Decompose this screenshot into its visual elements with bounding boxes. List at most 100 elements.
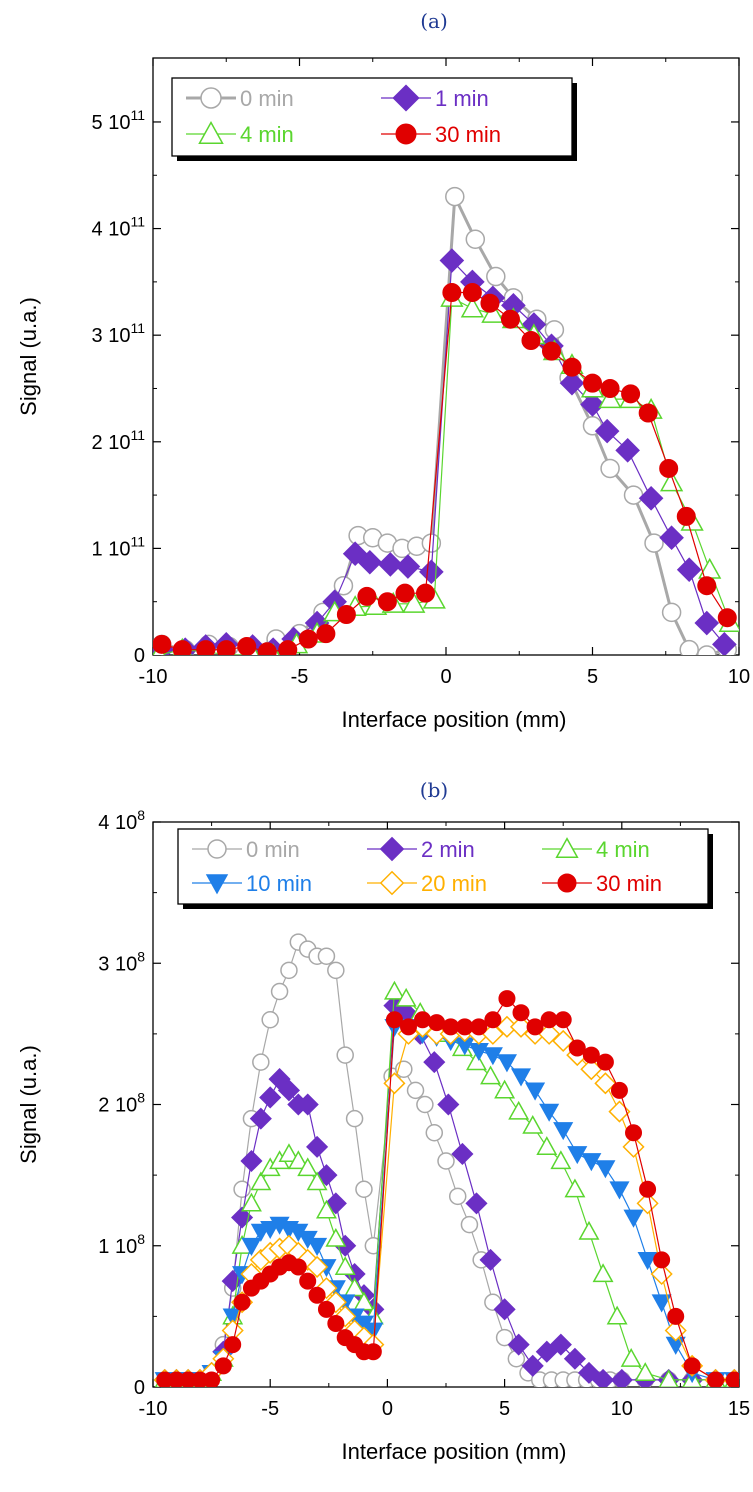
x-tick-label: 0 bbox=[382, 1398, 393, 1420]
y-tick-label: 3 108 bbox=[98, 948, 145, 975]
data-point bbox=[658, 1369, 679, 1387]
data-point bbox=[437, 1093, 460, 1116]
legend-item: 30 min bbox=[542, 871, 662, 896]
data-point bbox=[308, 1286, 326, 1304]
data-point bbox=[383, 980, 405, 1000]
data-point bbox=[676, 557, 702, 583]
data-point bbox=[224, 1336, 242, 1354]
data-point bbox=[581, 1153, 602, 1172]
data-point bbox=[544, 320, 565, 340]
legend-label: 1 min bbox=[435, 86, 489, 111]
legend-item: 0 min bbox=[186, 86, 294, 111]
data-point bbox=[639, 1180, 657, 1198]
data-point bbox=[296, 1093, 319, 1116]
data-point bbox=[289, 1258, 307, 1276]
data-point bbox=[385, 1011, 403, 1029]
data-point bbox=[306, 1255, 329, 1278]
data-point bbox=[437, 1152, 455, 1170]
data-point bbox=[683, 1357, 701, 1375]
y-axis-title: Signal (u.a.) bbox=[16, 1045, 41, 1164]
data-point bbox=[470, 1018, 488, 1036]
data-point bbox=[216, 640, 236, 655]
data-point bbox=[493, 1298, 516, 1321]
data-point bbox=[298, 629, 318, 649]
y-tick-label: 0 bbox=[134, 1377, 145, 1399]
data-point bbox=[317, 1300, 335, 1318]
data-point bbox=[395, 987, 417, 1007]
data-point bbox=[451, 1142, 474, 1165]
data-point bbox=[595, 1160, 616, 1179]
data-point bbox=[653, 1251, 671, 1269]
data-point bbox=[307, 1237, 328, 1256]
data-point bbox=[623, 485, 644, 505]
data-point bbox=[484, 1011, 502, 1029]
data-point bbox=[482, 1047, 503, 1066]
x-tick-label: 15 bbox=[728, 1398, 750, 1420]
legend-marker bbox=[379, 836, 405, 862]
data-point bbox=[395, 554, 421, 579]
data-point bbox=[697, 645, 717, 655]
data-point bbox=[383, 1072, 406, 1095]
data-point bbox=[500, 309, 520, 329]
data-point bbox=[567, 1146, 588, 1165]
data-point bbox=[625, 1124, 643, 1142]
data-point bbox=[480, 1065, 502, 1085]
data-point bbox=[325, 1227, 347, 1247]
data-point bbox=[317, 947, 336, 965]
y-tick-label: 0 bbox=[134, 645, 145, 667]
data-point bbox=[479, 1248, 502, 1271]
x-tick-label: -10 bbox=[139, 666, 168, 688]
data-point bbox=[694, 610, 720, 636]
data-point bbox=[549, 1333, 572, 1356]
data-point bbox=[676, 506, 696, 526]
data-point bbox=[480, 293, 500, 313]
data-point bbox=[577, 1361, 601, 1384]
data-point bbox=[355, 1180, 373, 1198]
data-point bbox=[496, 1054, 517, 1073]
y-tick-label: 5 1011 bbox=[92, 107, 146, 134]
data-point bbox=[299, 1272, 317, 1290]
data-point bbox=[357, 586, 377, 606]
data-point bbox=[448, 1187, 467, 1206]
data-point bbox=[334, 1256, 356, 1276]
data-point bbox=[583, 373, 602, 393]
data-point bbox=[659, 525, 684, 551]
legend-item: 1 min bbox=[381, 84, 489, 112]
legend-label: 30 min bbox=[435, 122, 501, 147]
data-point bbox=[345, 1109, 364, 1128]
data-point bbox=[651, 1294, 672, 1313]
y-tick-label: 1 108 bbox=[98, 1231, 145, 1258]
x-axis-ticks: -10 -5 0 5 10 bbox=[139, 58, 750, 688]
data-point bbox=[525, 1082, 546, 1101]
data-point bbox=[442, 283, 462, 303]
data-point bbox=[621, 384, 641, 404]
data-point bbox=[465, 1192, 488, 1215]
data-point bbox=[336, 1046, 354, 1064]
data-point bbox=[495, 1328, 514, 1347]
data-point bbox=[661, 602, 682, 623]
panel-label: (a) bbox=[420, 9, 448, 33]
data-point bbox=[600, 458, 620, 479]
legend-item: 4 min bbox=[542, 837, 650, 862]
legend: 0 min 1 min 4 min 30 min bbox=[171, 77, 577, 161]
legend-item: 20 min bbox=[367, 870, 487, 896]
data-point bbox=[196, 640, 216, 655]
data-point bbox=[707, 1371, 725, 1387]
data-point bbox=[712, 632, 737, 655]
legend-marker bbox=[379, 870, 405, 896]
legend-marker bbox=[395, 123, 417, 145]
data-point bbox=[287, 1150, 309, 1170]
x-axis-title: Interface position (mm) bbox=[342, 707, 567, 732]
data-point bbox=[249, 1107, 272, 1130]
data-point bbox=[445, 186, 465, 207]
data-point bbox=[667, 1307, 685, 1325]
panel-label: (b) bbox=[420, 778, 448, 802]
legend-label: 4 min bbox=[596, 837, 650, 862]
data-point bbox=[725, 1371, 739, 1387]
data-point bbox=[594, 1072, 617, 1095]
data-point bbox=[327, 1314, 345, 1332]
y-tick-label: 1 1011 bbox=[92, 533, 146, 560]
data-point bbox=[594, 418, 620, 444]
data-point bbox=[261, 1011, 279, 1029]
data-point bbox=[278, 1143, 300, 1163]
